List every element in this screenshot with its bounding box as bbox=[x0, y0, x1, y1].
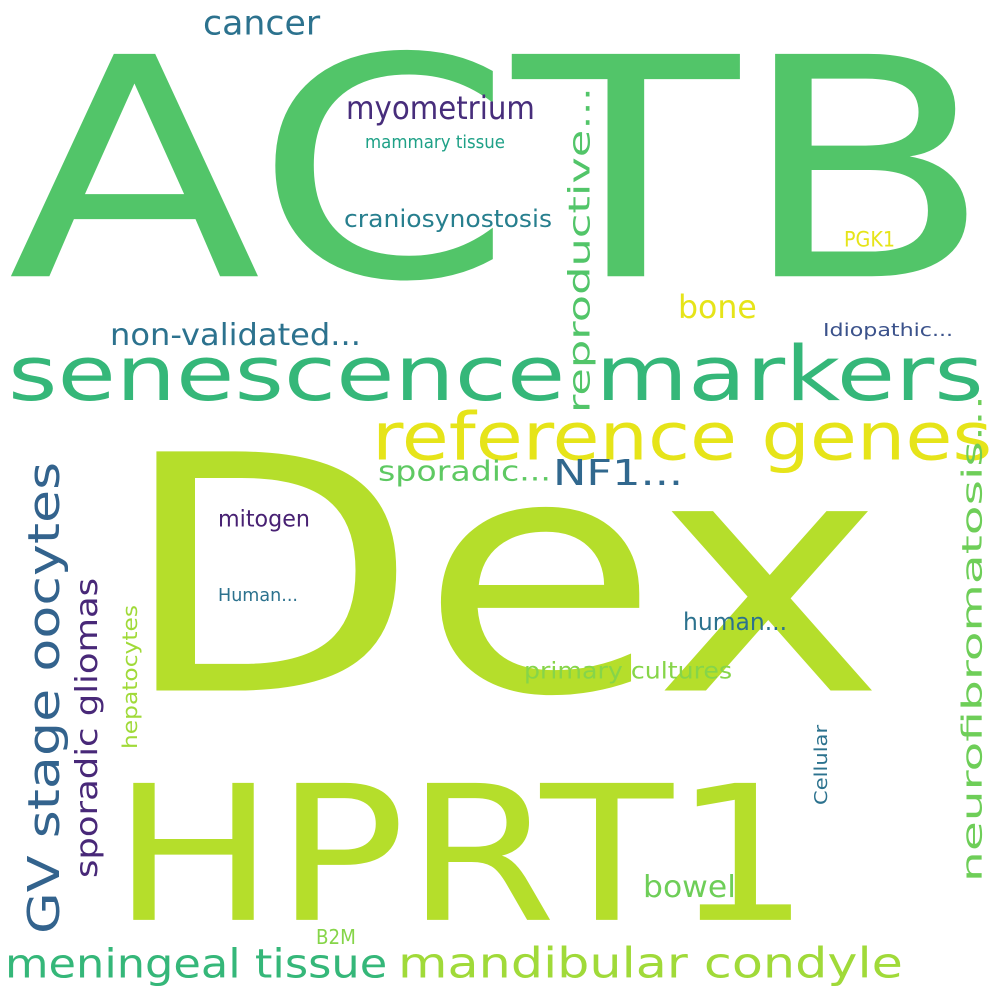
word-hepatocytes: hepatocytes bbox=[118, 604, 142, 749]
word-sporadic: sporadic... bbox=[378, 454, 551, 488]
word-dex: Dex bbox=[118, 385, 885, 770]
word-sporadic-gliomas: sporadic gliomas bbox=[69, 577, 105, 878]
word-mammary-tissue: mammary tissue bbox=[365, 131, 505, 153]
word-reproductive: reproductive... bbox=[562, 87, 597, 413]
word-mitogen: mitogen bbox=[218, 504, 310, 532]
word-cellular: Cellular bbox=[810, 724, 832, 805]
word-primary-cultures: primary cultures bbox=[524, 656, 733, 684]
word-idiopathic: Idiopathic... bbox=[823, 319, 954, 341]
word-pgk1: PGK1 bbox=[844, 227, 895, 252]
word-b2m: B2M bbox=[316, 925, 356, 949]
word-bowel: bowel bbox=[643, 869, 736, 905]
word-actb: ACTB bbox=[8, 0, 993, 350]
word-human-lower: human... bbox=[683, 607, 788, 636]
word-non-validated: non-validated... bbox=[110, 317, 361, 353]
word-craniosynostosis: craniosynostosis bbox=[344, 204, 553, 233]
word-mandibular-condyle: mandibular condyle bbox=[398, 938, 903, 988]
word-gv-stage-oocytes: GV stage oocytes bbox=[18, 461, 70, 934]
word-myometrium: myometrium bbox=[346, 89, 535, 127]
word-hprt1: HPRT1 bbox=[112, 745, 811, 966]
word-senescence-markers: senescence markers bbox=[8, 329, 984, 419]
word-nf1: NF1... bbox=[553, 451, 684, 494]
word-human-short: Human... bbox=[218, 584, 299, 606]
word-neurofibromatosis: neurofibromatosis... bbox=[955, 394, 989, 882]
word-bone: bone bbox=[678, 288, 757, 326]
word-cancer: cancer bbox=[203, 2, 321, 43]
word-reference-genes: reference genes bbox=[372, 398, 993, 476]
word-meningeal-tissue: meningeal tissue bbox=[5, 940, 388, 988]
